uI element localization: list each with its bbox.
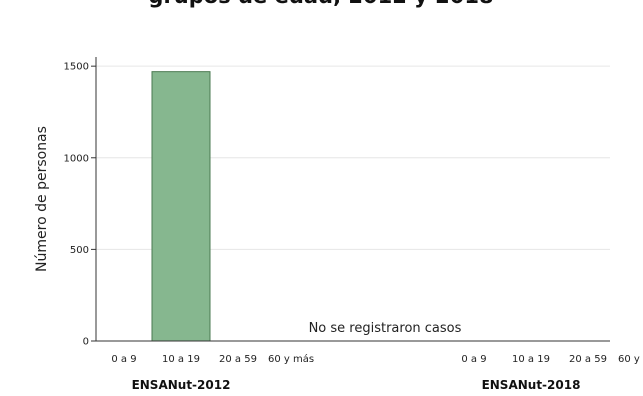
y-tick-label: 1000 [64,153,89,164]
no-cases-annotation: No se registraron casos [309,321,462,336]
x-tick-label: 0 a 9 [461,354,486,365]
y-axis-label: Número de personas [34,126,50,272]
bar [151,71,211,342]
y-tick-label: 1500 [64,62,89,73]
group-label: ENSANut-2018 [482,378,581,392]
x-tick-label: 0 a 9 [111,354,136,365]
group-label: ENSANut-2012 [132,378,231,392]
y-tick-label: 0 [83,337,89,348]
x-tick-label: 60 y más [268,353,314,365]
x-tick-label: 20 a 59 [219,354,257,365]
x-tick-label: 10 a 19 [512,354,550,365]
y-tick-label: 500 [70,245,89,256]
chart-title: grupos de edad, 2012 y 2018 [148,0,493,8]
x-tick-label: 60 y más [618,353,643,365]
y-tick-labels: 0 500 1000 1500 [64,62,89,348]
x-tick-label: 10 a 19 [162,354,200,365]
axes [91,57,610,342]
group-labels: ENSANut-2012 ENSANut-2018 [132,378,581,392]
bars [151,71,211,342]
x-tick-labels: 0 a 9 10 a 19 20 a 59 60 y más 0 a 9 10 a 19 2… [111,353,643,365]
x-tick-label: 20 a 59 [569,354,607,365]
